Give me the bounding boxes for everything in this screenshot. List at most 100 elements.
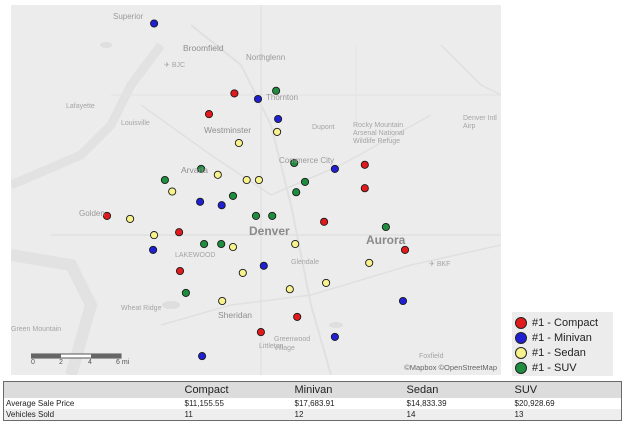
map-marker-minivan[interactable] xyxy=(253,94,263,104)
map-marker-compact[interactable] xyxy=(400,245,410,254)
legend-item-compact[interactable]: #1 - Compact xyxy=(515,315,613,330)
map-panel[interactable]: Superior Broomfield Northglenn ✈ BJC Tho… xyxy=(11,5,501,375)
table-header-blank xyxy=(3,381,185,398)
legend-swatch-sedan xyxy=(515,346,527,359)
map-marker-sedan[interactable] xyxy=(126,214,135,223)
place-greenwood-village: Greenwood Village xyxy=(274,336,311,352)
place-thornton: Thornton xyxy=(266,93,299,102)
map-marker-sedan[interactable] xyxy=(291,239,300,249)
map-marker-sedan[interactable] xyxy=(228,242,238,252)
place-golden: Golden xyxy=(79,209,105,218)
legend-label-compact: #1 - Compact xyxy=(532,316,599,329)
map-marker-sedan[interactable] xyxy=(254,175,263,185)
map-marker-suv[interactable] xyxy=(381,222,390,232)
cell-sold-compact: 11 xyxy=(184,409,295,421)
place-dupont: Dupont xyxy=(312,124,335,131)
row-label-vehicles-sold: Vehicles Sold xyxy=(3,409,185,421)
map-marker-suv[interactable] xyxy=(292,188,301,197)
map-marker-suv[interactable] xyxy=(251,211,261,220)
map-marker-suv[interactable] xyxy=(300,177,310,186)
map-marker-compact[interactable] xyxy=(230,89,239,98)
map-basemap xyxy=(11,5,501,375)
cell-sold-sedan: 14 xyxy=(406,409,515,421)
map-marker-compact[interactable] xyxy=(102,211,112,220)
table-header-sedan: Sedan xyxy=(406,381,515,398)
map-marker-sedan[interactable] xyxy=(242,175,251,185)
map-marker-sedan[interactable] xyxy=(213,170,222,179)
table-header-minivan: Minivan xyxy=(294,381,407,398)
map-marker-compact[interactable] xyxy=(360,184,369,193)
scale-tick-2: 2 xyxy=(59,359,63,366)
place-denver-intl: Denver Intl Airp xyxy=(463,115,497,130)
legend-label-suv: #1 - SUV xyxy=(532,361,577,374)
legend-item-sedan[interactable]: #1 - Sedan xyxy=(515,345,613,360)
map-marker-sedan[interactable] xyxy=(273,127,282,136)
place-denver: Denver xyxy=(249,224,290,238)
map-marker-compact[interactable] xyxy=(293,312,302,321)
place-arvada: Arvada xyxy=(181,165,208,175)
cell-avg-price-suv: $20,928.69 xyxy=(514,398,622,409)
scale-tick-4: 4 xyxy=(88,359,92,366)
place-broomfield: Broomfield xyxy=(183,43,224,53)
place-lafayette: Lafayette xyxy=(66,103,95,110)
place-louisville: Louisville xyxy=(121,120,150,127)
place-bkf-label: BKF xyxy=(436,261,451,268)
map-marker-minivan[interactable] xyxy=(198,352,207,361)
table-row: Vehicles Sold 11 12 14 13 xyxy=(3,409,622,421)
place-sheridan: Sheridan xyxy=(218,310,253,320)
map-marker-sedan[interactable] xyxy=(322,278,331,287)
map-marker-minivan[interactable] xyxy=(149,245,158,254)
table-header-row: Compact Minivan Sedan SUV xyxy=(3,381,622,398)
map-marker-minivan[interactable] xyxy=(398,296,408,306)
scale-bar xyxy=(31,353,122,359)
place-bjc-label: BJC xyxy=(171,62,186,69)
legend: #1 - Compact #1 - Minivan #1 - Sedan #1 … xyxy=(512,312,613,376)
legend-item-minivan[interactable]: #1 - Minivan xyxy=(515,330,613,345)
map-marker-suv[interactable] xyxy=(272,86,281,95)
map-marker-minivan[interactable] xyxy=(196,197,205,206)
map-marker-compact[interactable] xyxy=(320,217,329,226)
map-marker-compact[interactable] xyxy=(175,228,184,237)
map-marker-sedan[interactable] xyxy=(238,268,247,277)
place-green-mountain: Green Mountain xyxy=(11,326,62,333)
legend-label-minivan: #1 - Minivan xyxy=(532,331,592,344)
place-bjc: ✈ BJC xyxy=(164,62,186,69)
place-commerce-city: Commerce City xyxy=(279,156,335,165)
table-header-suv: SUV xyxy=(514,381,622,398)
map-marker-suv[interactable] xyxy=(268,211,277,220)
map-marker-compact[interactable] xyxy=(175,266,185,276)
map-marker-sedan[interactable] xyxy=(285,285,294,294)
cell-avg-price-minivan: $17,683.91 xyxy=(294,398,407,409)
place-lakewood: LAKEWOOD xyxy=(175,252,216,259)
map-marker-sedan[interactable] xyxy=(150,231,159,240)
map-marker-minivan[interactable] xyxy=(150,19,159,28)
map-marker-suv[interactable] xyxy=(181,288,190,297)
table-row: Average Sale Price $11,155.55 $17,683.91… xyxy=(3,398,622,409)
map-marker-suv[interactable] xyxy=(228,191,238,200)
map-marker-minivan[interactable] xyxy=(274,114,283,124)
map-marker-sedan[interactable] xyxy=(234,138,243,148)
map-marker-compact[interactable] xyxy=(360,160,369,169)
table-header-compact: Compact xyxy=(184,381,295,398)
map-marker-minivan[interactable] xyxy=(217,201,226,210)
map-marker-minivan[interactable] xyxy=(259,261,268,270)
map-marker-sedan[interactable] xyxy=(218,296,227,306)
legend-item-suv[interactable]: #1 - SUV xyxy=(515,360,613,375)
row-label-avg-price: Average Sale Price xyxy=(3,398,185,409)
map-marker-suv[interactable] xyxy=(217,239,226,249)
place-superior: Superior xyxy=(113,12,144,21)
map-marker-suv[interactable] xyxy=(200,239,209,249)
map-marker-sedan[interactable] xyxy=(365,258,374,267)
map-marker-sedan[interactable] xyxy=(168,187,177,196)
legend-swatch-compact xyxy=(515,316,527,329)
map-attribution[interactable]: ©Mapbox ©OpenStreetMap xyxy=(404,363,497,372)
legend-swatch-minivan xyxy=(515,331,527,344)
map-marker-suv[interactable] xyxy=(160,175,169,185)
place-wheat-ridge: Wheat Ridge xyxy=(121,305,162,312)
map-marker-compact[interactable] xyxy=(204,110,214,119)
map-marker-compact[interactable] xyxy=(256,328,265,337)
map-marker-minivan[interactable] xyxy=(330,332,339,341)
map-marker-suv[interactable] xyxy=(197,164,206,173)
map-marker-suv[interactable] xyxy=(290,158,299,168)
map-marker-minivan[interactable] xyxy=(330,164,339,173)
